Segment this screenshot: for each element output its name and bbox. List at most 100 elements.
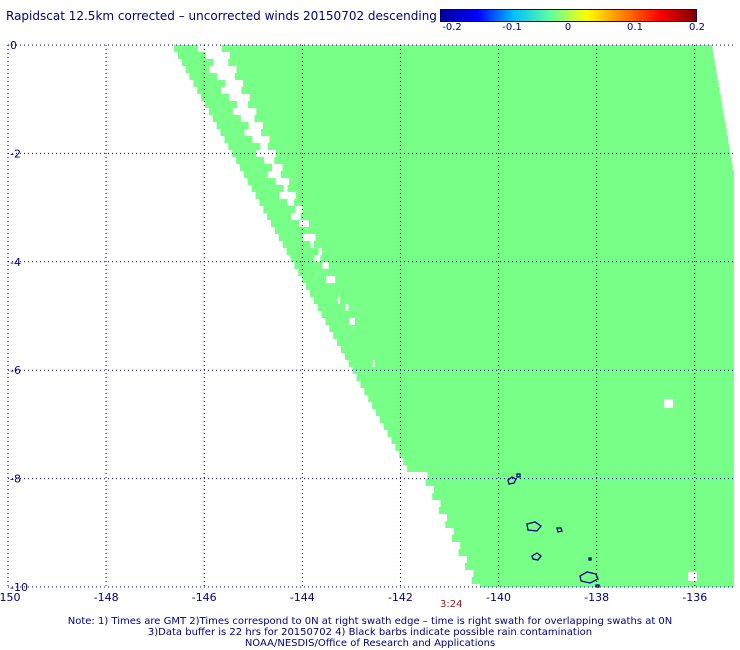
swath-cell	[348, 360, 373, 367]
swath-cell	[274, 227, 307, 234]
swath-cell	[307, 227, 734, 234]
swath-cell	[341, 290, 734, 297]
swath-cell	[220, 129, 245, 136]
colorbar	[440, 9, 697, 22]
footnote-credit: NOAA/NESDIS/Office of Research and Appli…	[244, 638, 496, 649]
swath-cell	[328, 262, 734, 269]
swath-cell	[407, 465, 432, 472]
swath-cell	[224, 136, 253, 143]
y-tick-label: -10	[10, 581, 28, 594]
swath-cell	[173, 45, 198, 52]
swath-cell	[309, 290, 342, 297]
island-coastline	[588, 557, 592, 561]
colorbar-tick-label: -0.2	[442, 22, 462, 33]
swath-cell	[282, 241, 311, 248]
chart-title: Rapidscat 12.5km corrected – uncorrected…	[6, 9, 437, 23]
swath-cell	[247, 101, 723, 108]
swath-cell	[414, 444, 734, 451]
swath-cell	[313, 241, 734, 248]
swath-cell	[261, 129, 727, 136]
swath-cell	[289, 178, 734, 185]
swath-cell	[205, 101, 238, 108]
swath-cell	[383, 423, 408, 430]
swath-gap	[688, 572, 697, 581]
colorbar-tick-label: 0	[564, 22, 572, 33]
swath-cell	[375, 409, 404, 416]
swath-cell	[269, 136, 729, 143]
swath-cell	[267, 213, 292, 220]
swath-cell	[280, 171, 734, 178]
y-tick-label: 0	[10, 39, 17, 52]
x-tick-label: -142	[388, 591, 413, 604]
swath-cell	[267, 143, 730, 150]
swath-cell	[322, 248, 734, 255]
swath-cell	[229, 52, 714, 59]
swath-cell	[255, 192, 280, 199]
swath-cell	[315, 234, 734, 241]
swath-cell	[247, 178, 276, 185]
swath-cell	[302, 206, 734, 213]
swath-cell	[466, 556, 734, 563]
swath-cell	[447, 514, 734, 521]
swath-cell	[185, 66, 210, 73]
swath-cell	[201, 94, 230, 101]
x-tick-label: -148	[94, 591, 119, 604]
swath-cell	[438, 507, 734, 514]
island-coastline	[556, 527, 563, 533]
swath-cell	[256, 108, 724, 115]
swath-cell	[271, 220, 300, 227]
swath-cell	[366, 353, 734, 360]
island-coastline	[531, 552, 542, 561]
x-tick-label: -144	[290, 591, 315, 604]
swath-cell	[458, 549, 734, 556]
swath-cell	[181, 59, 214, 66]
swath-cell	[308, 220, 734, 227]
swath-cell	[275, 150, 731, 157]
x-tick-label: -140	[486, 591, 511, 604]
swath-cell	[471, 577, 734, 584]
swath-cell	[440, 500, 734, 507]
swath-cell	[445, 521, 734, 528]
swath-cell	[300, 213, 734, 220]
swath-cell	[360, 381, 385, 388]
swath-cell	[346, 311, 734, 318]
swath-cell	[340, 346, 369, 353]
x-tick-label: -138	[584, 591, 609, 604]
swath-layer	[173, 45, 734, 587]
swath-cell	[352, 367, 381, 374]
swath-cell	[208, 108, 233, 115]
swath-cell	[427, 472, 734, 479]
swath-cell	[374, 360, 734, 367]
swath-cell	[381, 374, 734, 381]
swath-cell	[302, 276, 327, 283]
coastline-layer	[507, 473, 600, 588]
swath-cell	[361, 332, 734, 339]
swath-cell	[405, 437, 734, 444]
swath-cell	[432, 493, 734, 500]
swath-gap	[664, 399, 673, 408]
swath-cell	[313, 297, 338, 304]
swath-cell	[259, 199, 288, 206]
swath-cell	[407, 430, 734, 437]
swath-cell	[353, 325, 734, 332]
x-tick-label: -146	[192, 591, 217, 604]
swath-cell	[379, 381, 734, 388]
swath-cell	[333, 332, 366, 339]
swath-cell	[241, 87, 720, 94]
swath-cell	[189, 73, 218, 80]
swath-cell	[419, 465, 734, 472]
swath-cell	[453, 528, 734, 535]
swath-cell	[451, 535, 734, 542]
swath-cell	[344, 353, 377, 360]
swath-cell	[368, 395, 401, 402]
swath-cell	[287, 185, 734, 192]
swath-cell	[368, 346, 734, 353]
swath-cell	[372, 402, 397, 409]
swath-cell	[335, 276, 734, 283]
swath-cell	[425, 479, 734, 486]
swath-cell	[401, 416, 734, 423]
swath-cell	[282, 164, 733, 171]
swath-cell	[387, 388, 734, 395]
x-tick-label: -150	[0, 591, 20, 604]
